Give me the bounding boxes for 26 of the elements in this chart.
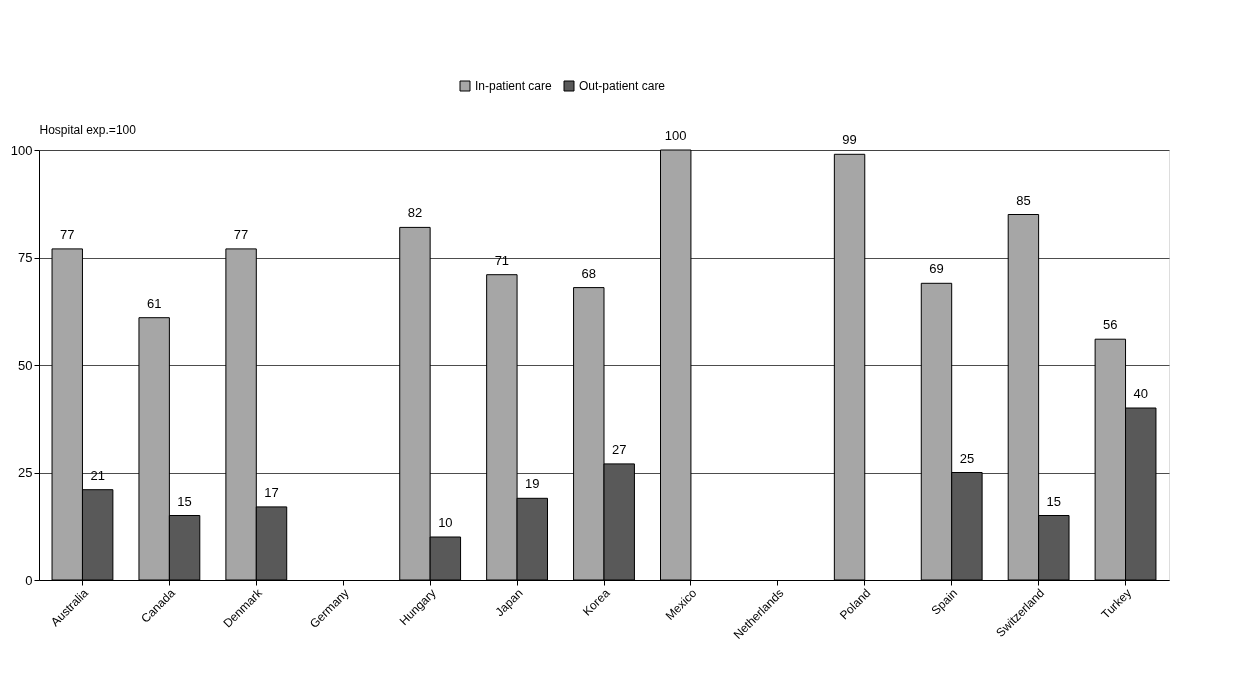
data-label: 77 <box>233 226 249 242</box>
data-label: 17 <box>264 484 279 500</box>
data-label: 82 <box>407 205 423 221</box>
data-label: 15 <box>1046 493 1062 509</box>
legend-label: Out-patient care <box>579 79 666 93</box>
y-tick-label: 50 <box>18 357 33 373</box>
data-label: 15 <box>177 493 192 509</box>
data-label: 25 <box>959 450 975 466</box>
data-label: 61 <box>146 295 162 311</box>
y-tick-label: 25 <box>18 465 33 480</box>
y-tick-label: 0 <box>25 572 33 588</box>
data-label: 100 <box>664 128 687 143</box>
data-label: 40 <box>1133 386 1148 401</box>
data-label: 99 <box>842 132 857 148</box>
y-axis-title: Hospital exp.=100 <box>39 122 137 137</box>
data-label: 19 <box>525 476 540 492</box>
data-label: 69 <box>929 261 944 277</box>
data-label: 85 <box>1016 192 1031 208</box>
data-label: 10 <box>438 515 453 530</box>
data-label: 77 <box>60 226 75 242</box>
y-tick-label: 100 <box>10 142 33 158</box>
data-label: 68 <box>581 265 597 281</box>
y-tick-label: 75 <box>18 250 33 265</box>
data-label: 27 <box>611 441 627 457</box>
data-label: 56 <box>1103 317 1118 333</box>
legend-label: In-patient care <box>475 79 553 93</box>
